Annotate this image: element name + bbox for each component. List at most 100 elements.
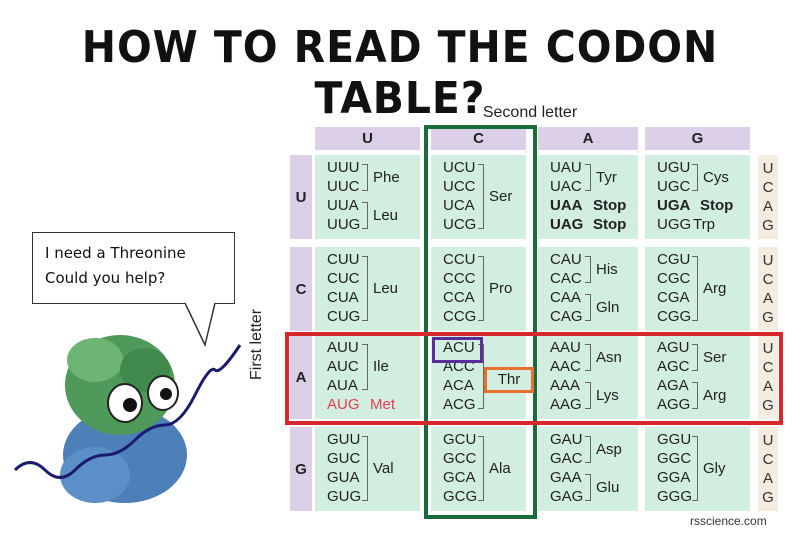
amino-acid: Met: [370, 396, 396, 413]
codon: UGG: [657, 216, 692, 233]
credit-text: rsscience.com: [690, 514, 767, 528]
codon: AUU: [327, 339, 359, 356]
rna-strand: [13, 344, 242, 479]
codon: CGA: [657, 289, 690, 306]
codon: AAC: [550, 358, 581, 375]
amino-acid: Pro: [489, 279, 513, 297]
codon: CCG: [443, 308, 477, 325]
third-letter: A: [762, 470, 773, 487]
codon: UCG: [443, 216, 477, 233]
third-letter: C: [762, 271, 774, 288]
codon: UCC: [443, 178, 476, 195]
bracket: [692, 382, 698, 409]
amino-acid: Cys: [703, 168, 729, 186]
row-header-c: C: [290, 247, 312, 331]
codon: UGU: [657, 159, 691, 176]
bracket: [585, 294, 591, 321]
codon: UUA: [327, 197, 359, 214]
codon: AGG: [657, 396, 691, 413]
speech-line-2: Could you help?: [45, 269, 166, 287]
codon: GUC: [327, 450, 361, 467]
codon: UCA: [443, 197, 475, 214]
codon: AAU: [550, 339, 581, 356]
bracket: [585, 344, 591, 371]
codon: CUG: [327, 308, 361, 325]
codon: CUU: [327, 251, 360, 268]
codon: ACA: [443, 377, 474, 394]
codon: UAA: [550, 197, 583, 214]
amino-acid: Trp: [693, 216, 715, 233]
amino-acid: Stop: [593, 216, 627, 233]
codon-cell: GGU GGC GGA GGG Gly: [645, 427, 750, 511]
codon: GGG: [657, 488, 693, 505]
bracket: [362, 256, 368, 321]
column-header-c: C: [431, 127, 526, 150]
codon: UAG: [550, 216, 584, 233]
codon-cell: CCU CCC CCA CCG Pro: [431, 247, 526, 331]
third-letter: G: [762, 217, 774, 234]
column-header-g: G: [645, 127, 750, 150]
bracket: [585, 256, 591, 283]
codon: CCA: [443, 289, 475, 306]
amino-acid: Arg: [703, 279, 727, 297]
speech-bubble-tail: [184, 302, 216, 348]
bracket: [362, 164, 368, 191]
bracket: [692, 436, 698, 501]
codon: UGA: [657, 197, 691, 214]
codon: CGU: [657, 251, 691, 268]
codon: AGC: [657, 358, 690, 375]
amino-acid: Arg: [703, 386, 727, 404]
amino-acid: Leu: [373, 206, 399, 224]
codon: GGA: [657, 469, 691, 486]
third-letter: C: [762, 359, 774, 376]
codon: UAC: [550, 178, 582, 195]
bracket: [692, 164, 698, 191]
amino-acid: Stop: [700, 197, 734, 214]
codon: CAU: [550, 251, 582, 268]
codon-cell: UCU UCC UCA UCG Ser: [431, 155, 526, 239]
codon: GAU: [550, 431, 583, 448]
amino-acid: Ser: [489, 187, 513, 205]
codon: GGC: [657, 450, 692, 467]
amino-acid: Val: [373, 459, 394, 477]
codon-cell: CAU CAC CAA CAG His Gln: [538, 247, 638, 331]
bracket: [478, 436, 484, 501]
bracket: [362, 202, 368, 229]
codon: GAA: [550, 469, 582, 486]
amino-acid: Ala: [489, 459, 511, 477]
bracket: [585, 382, 591, 409]
row-header-g: G: [290, 427, 312, 511]
second-letter-label: Second letter: [482, 104, 578, 121]
codon: AAA: [550, 377, 581, 394]
amino-acid: Ile: [373, 358, 389, 375]
amino-acid: Asn: [596, 348, 622, 366]
codon-cell: UGU UGC UGA UGG Cys Stop Trp: [645, 155, 750, 239]
codon-highlight-box: [432, 337, 483, 363]
amino-acid: Gly: [703, 459, 726, 477]
page-title: HOW TO READ THE CODON TABLE?: [81, 22, 719, 124]
codon: ACG: [443, 396, 476, 413]
speech-line-1: I need a Threonine: [45, 244, 186, 262]
amino-acid: Stop: [593, 197, 627, 214]
amino-acid: Asp: [596, 440, 622, 458]
codon: AGU: [657, 339, 690, 356]
codon: AGA: [657, 377, 689, 394]
codon: GUU: [327, 431, 361, 448]
third-letter: A: [762, 290, 773, 307]
codon: AUC: [327, 358, 359, 375]
codon: GCU: [443, 431, 477, 448]
codon: GCA: [443, 469, 476, 486]
codon: GCG: [443, 488, 478, 505]
codon: UUG: [327, 216, 361, 233]
first-letter-highlight-box: [285, 332, 783, 425]
bracket: [585, 164, 591, 191]
third-letter: A: [762, 378, 773, 395]
third-letter: G: [762, 489, 774, 506]
codon: GAG: [550, 488, 584, 505]
codon: GUG: [327, 488, 362, 505]
codon: UAU: [550, 159, 582, 176]
third-letter: U: [762, 432, 774, 449]
